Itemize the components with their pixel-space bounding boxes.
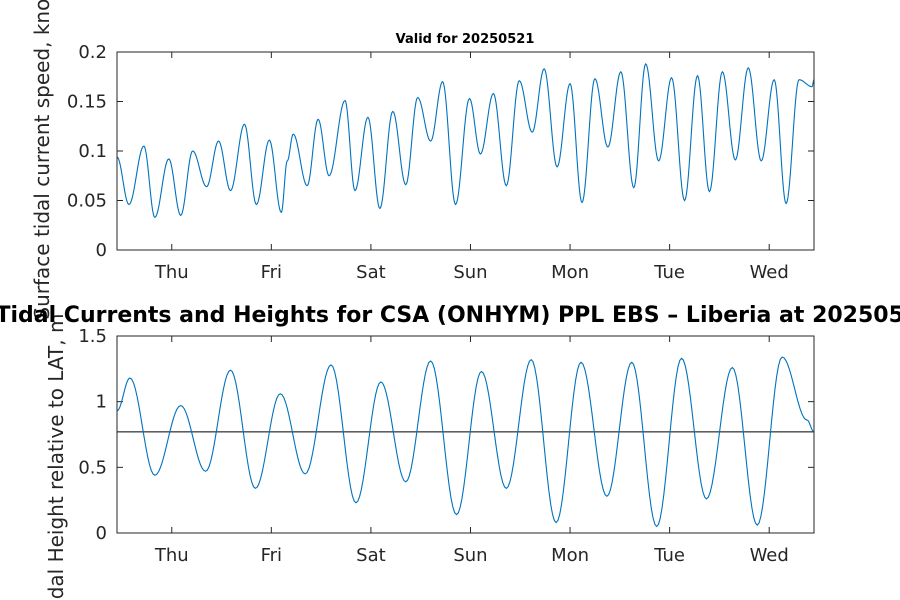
current-speed-axes: 0 0.05 0.1 0.15 0.2 Thu Fri Sat Sun Mon Tue Wed [67, 42, 815, 283]
current-speed-ytick-label: 0.1 [78, 141, 107, 162]
current-speed-xtick-label: Sun [453, 262, 487, 283]
tidal-height-plot-area [117, 336, 814, 533]
tidal-height-xtick-label: Wed [750, 545, 789, 566]
current-speed-xtick-label: Fri [261, 262, 282, 283]
tidal-height-xtick-label: Tue [653, 545, 685, 566]
tidal-height-xtick-label: Sat [356, 545, 386, 566]
current-speed-xtick-label: Sat [356, 262, 386, 283]
tidal-height-ytick-label: 0.5 [78, 457, 107, 478]
tidal-height-ytick-label: 1.5 [78, 326, 107, 347]
current-speed-ytick-label: 0 [96, 240, 107, 261]
tidal-height-axes-frame [116, 335, 815, 534]
current-speed-ylabel: Surface tidal current speed, knots [30, 0, 54, 320]
current-speed-plot-area [117, 52, 814, 250]
tidal-height-ytick-label: 1 [96, 392, 107, 413]
tidal-height-axes: 0 0.5 1 1.5 Thu Fri Sat Sun Mon Tue Wed [78, 326, 815, 566]
tidal-height-xtick-label: Mon [551, 545, 589, 566]
tidal-height-xtick-label: Thu [154, 545, 189, 566]
current-speed-ytick-label: 0.15 [67, 92, 107, 113]
current-speed-ytick-label: 0.2 [78, 42, 107, 63]
tidal-height-xtick-label: Sun [453, 545, 487, 566]
tidal-height-series-line [116, 356, 815, 528]
tidal-height-title: Tidal Currents and Heights for CSA (ONHY… [0, 303, 900, 328]
current-speed-series-line [116, 62, 815, 219]
tidal-height-xtick-label: Fri [261, 545, 282, 566]
current-speed-xtick-label: Mon [551, 262, 589, 283]
current-speed-xtick-label: Tue [653, 262, 685, 283]
current-speed-title: Valid for 20250521 [396, 32, 535, 47]
current-speed-xtick-label: Thu [154, 262, 189, 283]
tidal-height-ylabel: Tidal Height relative to LAT, m [44, 314, 68, 600]
current-speed-xtick-label: Wed [750, 262, 789, 283]
current-speed-ytick-label: 0.05 [67, 191, 107, 212]
tidal-height-ytick-label: 0 [96, 523, 107, 544]
current-speed-axes-frame [116, 51, 815, 251]
